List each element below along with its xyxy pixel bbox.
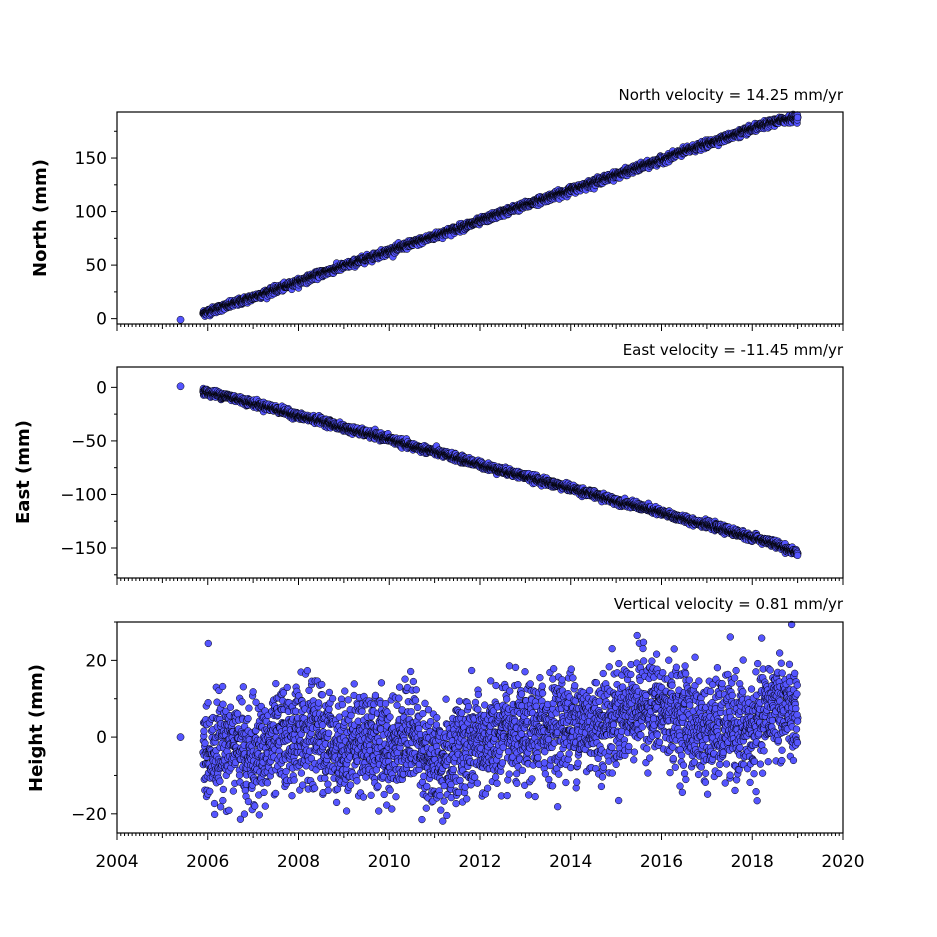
east-ytick-label: 0 (96, 378, 107, 398)
east-ytick-label: −50 (71, 432, 107, 452)
north-data-point (176, 315, 185, 324)
panel-east: East velocity = -11.45 mm/yr East (mm) 0… (13, 341, 844, 585)
north-ytick-label: 0 (96, 310, 107, 330)
east-ytick-label: −100 (60, 485, 107, 505)
panel-north-title: North velocity = 14.25 mm/yr (619, 86, 844, 104)
east-ytick-label: −150 (60, 539, 107, 559)
east-data-point (176, 382, 185, 391)
panel-north: North velocity = 14.25 mm/yr North (mm) … (30, 86, 844, 331)
panel-east-ylabel: East (mm) (13, 420, 34, 524)
north-ytick-label: 100 (75, 203, 107, 223)
panel-north-ylabel: North (mm) (30, 159, 51, 277)
north-ytick-label: 50 (85, 256, 107, 276)
panel-east-title: East velocity = -11.45 mm/yr (623, 341, 844, 359)
north-data-point (793, 113, 802, 122)
north-ytick-label: 150 (75, 149, 107, 169)
